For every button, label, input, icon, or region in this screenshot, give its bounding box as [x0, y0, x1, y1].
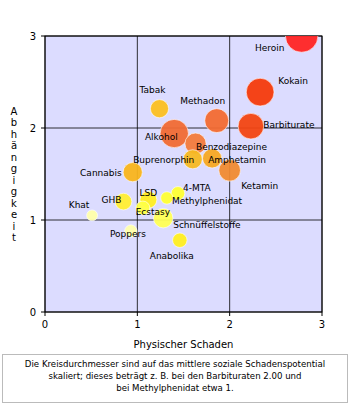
tick [41, 220, 45, 221]
bubble-labels: Heroin Kokain Barbiturate Methadon Alkohol Be… [69, 43, 315, 261]
y-axis-label-char: k [11, 198, 17, 209]
y-axis-label-char: A [11, 106, 18, 117]
tick [322, 312, 323, 316]
x-axis-label: Physischer Schaden [134, 339, 234, 350]
bubble-label: Heroin [255, 43, 285, 53]
tick-label: 1 [30, 215, 36, 226]
tick-label: 2 [30, 123, 36, 134]
bubble-label: Barbiturate [263, 120, 315, 130]
caption-line: bei Methylphenidat etwa 1. [116, 383, 234, 393]
bubbles [87, 36, 318, 247]
bubble [150, 100, 168, 118]
tick-label: 1 [134, 319, 140, 330]
y-axis-label-char: t [12, 232, 16, 243]
bubble-label: Ecstasy [136, 207, 171, 217]
bubble-label: Tabak [139, 85, 167, 95]
tick-label: 3 [30, 31, 36, 42]
tick-label: 0 [30, 307, 36, 318]
bubble-label: Poppers [110, 229, 146, 239]
tick [41, 128, 45, 129]
bubble-label: Methadon [180, 96, 225, 106]
tick-label: 3 [319, 319, 325, 330]
y-axis-label-char: i [13, 221, 16, 232]
chart: 0 1 2 3 0 1 2 3 Heroin Kokain Barbiturate Methadon A… [0, 0, 350, 405]
tick-label: 0 [42, 319, 48, 330]
caption-line: Die Kreisdurchmesser sind auf das mittle… [25, 359, 325, 369]
bubble-label: Schnüffelstoffe [173, 220, 241, 230]
y-axis-label-char: e [11, 209, 17, 220]
bubble-label: LSD [140, 188, 158, 198]
y-axis-label-char: b [11, 117, 17, 128]
bubble-label: Alkohol [145, 132, 178, 142]
plot-frame [45, 36, 322, 312]
bubble-label: 4-MTA [183, 183, 212, 193]
y-axis-label-char: ä [11, 140, 17, 151]
y-axis-label-char: h [11, 129, 17, 140]
bubble [123, 163, 142, 182]
bubble [87, 210, 98, 221]
bubble-label: Ketamin [241, 181, 278, 191]
bubble [238, 113, 264, 139]
tick [229, 312, 230, 316]
y-axis-label-char: n [11, 152, 17, 163]
bubble-label: Khat [69, 200, 90, 210]
bubble-label: Anabolika [150, 251, 194, 261]
tick-label: 2 [226, 319, 232, 330]
y-axis-label-char: i [13, 175, 16, 186]
bubble [205, 109, 229, 133]
bubble-label: Buprenorphin [133, 155, 194, 165]
bubble-label: Methylphenidat [172, 196, 243, 206]
y-axis-label: Abhängigkeit [11, 106, 18, 244]
tick [137, 312, 138, 316]
bubble [173, 233, 187, 247]
bubble [246, 78, 274, 106]
bubble-label: Cannabis [80, 168, 122, 178]
bubble-label: Kokain [278, 76, 308, 86]
y-axis-label-char: g [11, 163, 17, 174]
plot-background [45, 36, 322, 312]
bubble-label: GHB [102, 195, 122, 205]
caption-line: skaliert; dieses beträgt z. B. bei den B… [48, 371, 301, 381]
tick [45, 312, 46, 316]
caption-frame [3, 355, 348, 403]
bubble-label: Benzodiazepine [196, 142, 268, 152]
tick [41, 36, 45, 37]
bubble [285, 36, 318, 52]
y-axis-label-char: g [11, 186, 17, 197]
tick [41, 312, 45, 313]
bubble-label: Amphetamin [208, 155, 266, 165]
